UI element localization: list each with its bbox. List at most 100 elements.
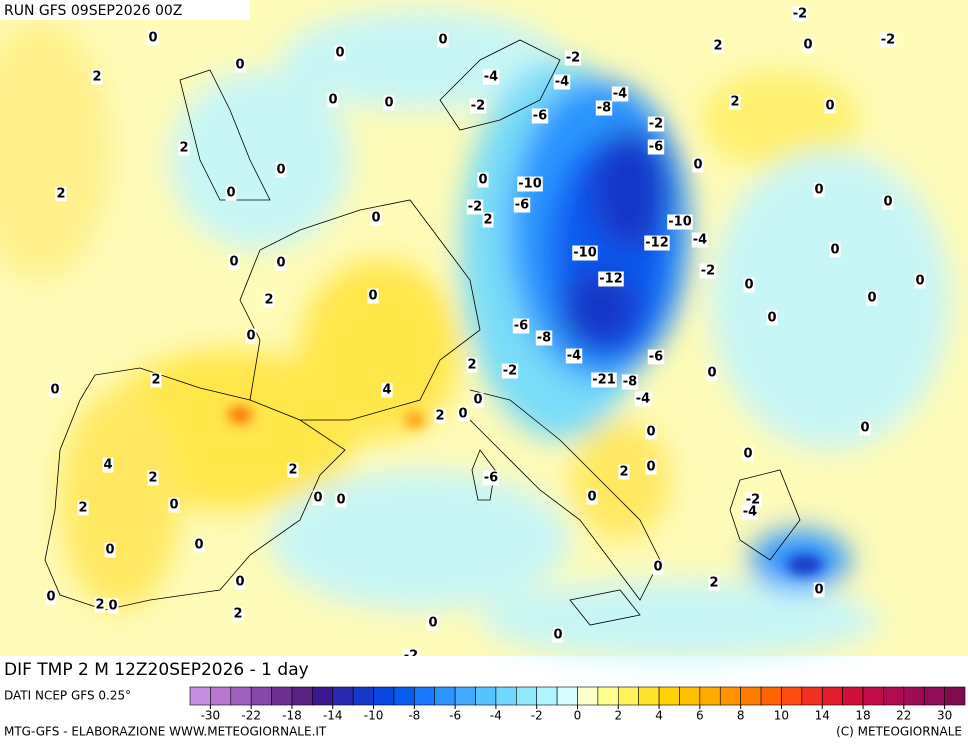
contour-label: 2 [619,465,628,480]
contour-label: 0 [646,460,655,475]
contour-label: 0 [46,590,55,605]
colorbar-swatch [230,686,252,706]
contour-label-bg [501,363,519,379]
colorbar-swatch [638,686,660,706]
contour-label-bg [598,271,624,287]
contour-label-bg [802,37,814,53]
contour-label: 0 [276,256,285,271]
contour-label-bg [517,176,543,192]
contour-label-bg [232,606,244,622]
colorbar-tick-label: -2 [531,709,543,723]
contour-label: 0 [883,195,892,210]
contour-label: 0 [458,407,467,422]
contour-label-bg [168,497,180,513]
contour-label-bg [706,365,718,381]
colorbar-swatch [414,686,436,706]
contour-label-bg [482,470,500,486]
contour-label: -6 [649,140,663,155]
colorbar-tick-label: -8 [408,709,420,723]
contour-label: 0 [814,583,823,598]
footer-right: (C) METEOGIORNALE [836,725,962,739]
colorbar-swatch [393,686,415,706]
contour-label: 0 [438,33,447,48]
contour-label-bg [147,30,159,46]
colorbar-tick-label: -18 [282,709,302,723]
contour-label: 2 [179,141,188,156]
contour-label-bg [91,69,103,85]
contour-label: 0 [860,421,869,436]
contour-label-bg [621,374,639,390]
contour-label: 4 [382,383,391,398]
contour-label: 2 [435,409,444,424]
contour-label-bg [591,372,617,388]
contour-label-bg [712,38,724,54]
contour-label-bg [45,589,57,605]
colorbar-swatch [516,686,538,706]
contour-label: 0 [371,211,380,226]
colorbar-swatch [332,686,354,706]
footer-left: MTG-GFS - ELABORAZIONE WWW.METEOGIORNALE… [4,725,327,739]
colorbar-swatch [189,686,211,706]
contour-label-bg [275,162,287,178]
contour-label: 0 [428,616,437,631]
colorbar-swatch [352,686,374,706]
contour-label-bg [647,116,665,132]
colorbar-tick-label: -6 [449,709,461,723]
colorbar-swatch [658,686,680,706]
contour-label-bg [427,615,439,631]
colorbar-tick-label: 6 [696,709,704,723]
colorbar-swatch [801,686,823,706]
contour-label: 0 [767,311,776,326]
contour-label: -2 [881,33,895,48]
colorbar-swatch [454,686,476,706]
colorbar-swatch [679,686,701,706]
contour-label-bg [645,424,657,440]
contour-label-bg [94,597,106,613]
contour-label-bg [147,470,159,486]
contour-label-bg [618,464,630,480]
contour-label-bg [466,199,484,215]
colorbar-swatch [250,686,272,706]
contour-label: 0 [553,628,562,643]
contour-label-bg [104,542,116,558]
contour-label: 2 [713,39,722,54]
contour-label: -4 [555,75,569,90]
contour-label: 0 [313,491,322,506]
contour-label-bg [742,446,754,462]
contour-label: 0 [194,538,203,553]
colorbar-tick-label: 14 [815,709,830,723]
contour-label-bg [437,32,449,48]
contour-label-bg [263,292,275,308]
contour-label-bg [381,382,393,398]
contour-label: -2 [793,7,807,22]
contour-label-bg [553,74,571,90]
contour-label-bg [586,489,598,505]
colorbar-tick-label: 2 [614,709,622,723]
colorbar-tick-label: 10 [774,709,789,723]
colorbar-swatch [862,686,884,706]
contour-label-bg [434,408,446,424]
contour-label: 2 [56,187,65,202]
contour-label-bg [535,330,553,346]
contour-label-bg [564,50,582,66]
contour-label-bg [866,290,878,306]
contour-label-bg [370,210,382,226]
contour-label-bg [334,45,346,61]
contour-label: -12 [599,272,623,287]
contour-label: 0 [50,383,59,398]
contour-label: 0 [744,278,753,293]
contour-label-bg [107,598,119,614]
colorbar-swatch [883,686,905,706]
contour-label-bg [699,263,717,279]
colorbar-tick-label: 22 [896,709,911,723]
colorbar-tick-label: -10 [364,709,384,723]
contour-label-bg [225,185,237,201]
contour-label: 0 [384,96,393,111]
contour-label: 2 [730,95,739,110]
contour-label: 0 [693,158,702,173]
contour-label: 0 [276,163,285,178]
contour-label-bg [829,242,841,258]
